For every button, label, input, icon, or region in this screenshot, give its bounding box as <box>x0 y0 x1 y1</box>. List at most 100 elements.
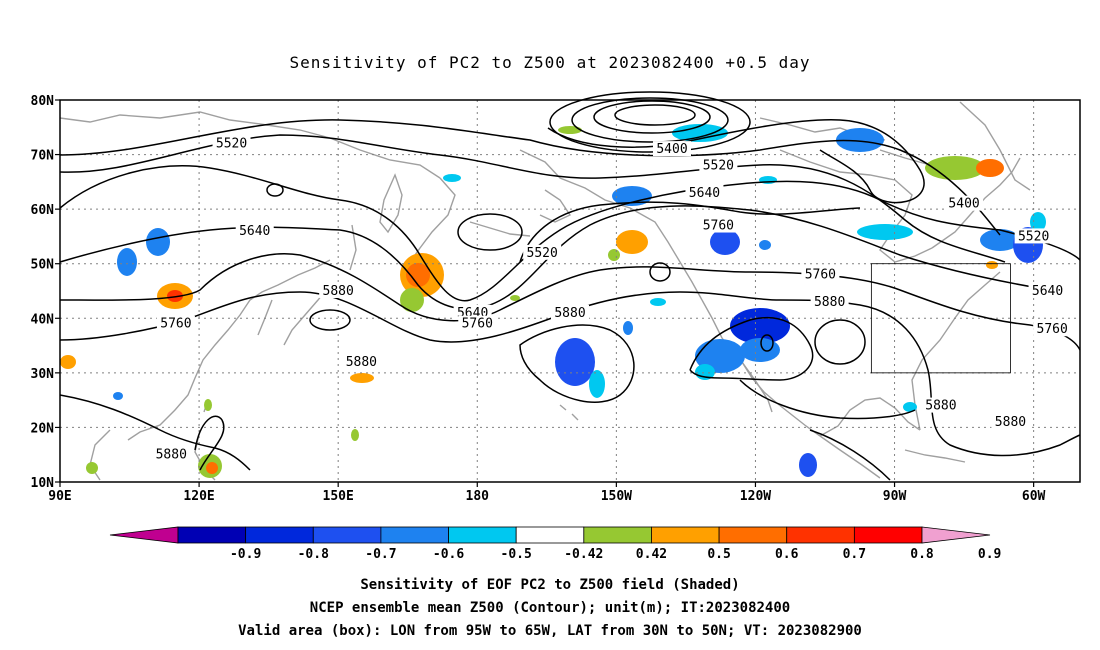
lon-tick-label: 150E <box>323 489 354 504</box>
contour-line <box>549 91 751 153</box>
shade-positive <box>986 261 998 269</box>
shade-positive <box>206 462 218 474</box>
shade-negative <box>903 402 917 412</box>
contour-line <box>739 379 916 420</box>
lat-tick-label: 70N <box>31 149 55 164</box>
contour-line <box>309 309 351 331</box>
colorbar-segment <box>312 526 382 544</box>
contour-label: 5400 <box>656 142 687 157</box>
shade-positive <box>167 290 183 302</box>
contour-labels: 5520 5400 5520 5640 5760 5400 5520 5640 5520 5760… <box>152 135 1072 463</box>
contour-label: 5640 <box>239 224 270 239</box>
shade-negative <box>759 240 771 250</box>
contour-label-bg <box>1033 321 1072 337</box>
map-frame <box>59 99 1081 483</box>
contour-label: 5880 <box>925 399 956 414</box>
contour-label-bg <box>945 195 984 211</box>
shade-negative <box>623 321 633 335</box>
lon-tick-label: 60W <box>1022 489 1046 504</box>
shade-negative <box>650 298 666 306</box>
contour-label: 5520 <box>527 246 558 261</box>
contour-label-bg <box>699 217 738 233</box>
colorbar-label: 0.9 <box>978 547 1001 562</box>
contour-label: 5760 <box>1037 322 1068 337</box>
shade-positive <box>558 126 582 134</box>
shade-negative <box>980 229 1020 251</box>
shade-negative <box>555 338 595 386</box>
contour-label-bg <box>685 184 724 200</box>
contour-line <box>614 104 696 126</box>
shade-negative <box>612 186 652 206</box>
contour-line <box>59 134 1006 263</box>
lat-tick-label: 80N <box>31 94 55 109</box>
contour-label-bg <box>801 266 840 282</box>
shade-positive <box>400 288 424 312</box>
lat-tick-label: 60N <box>31 203 55 218</box>
contour-label: 5880 <box>995 415 1026 430</box>
shade-negative <box>710 229 740 255</box>
map-panel: 5520 5400 5520 5640 5760 5400 5520 5640 5520 5760… <box>31 91 1081 504</box>
contour-line <box>571 97 729 143</box>
colorbar-segment <box>853 526 923 544</box>
contour-line <box>59 394 251 471</box>
shade-positive <box>608 249 620 261</box>
contour-label-bg <box>991 413 1030 429</box>
contour-label: 5880 <box>346 355 377 370</box>
lat-tick-label: 50N <box>31 258 55 273</box>
contour-label-bg <box>342 353 381 369</box>
caption-line-3: Valid area (box): LON from 95W to 65W, L… <box>238 623 862 639</box>
lat-tick-label: 10N <box>31 476 55 491</box>
contour-line <box>59 119 1001 236</box>
shade-positive <box>616 230 648 254</box>
shade-positive <box>510 295 520 301</box>
contour-label-bg <box>523 244 562 260</box>
lat-tick-label: 40N <box>31 312 55 327</box>
shade-negative <box>443 174 461 182</box>
contour-line <box>814 319 866 365</box>
colorbar-segment <box>177 526 247 544</box>
colorbar-segment <box>583 526 652 544</box>
caption: Sensitivity of EOF PC2 to Z500 field (Sh… <box>238 577 862 639</box>
colorbar-label: -0.5 <box>501 547 532 562</box>
shade-positive <box>351 429 359 441</box>
contour-label-bg <box>319 283 358 298</box>
colorbar-label: -0.42 <box>564 547 603 562</box>
colorbar-under-triangle <box>109 526 179 544</box>
lon-tick-label: 120W <box>740 489 771 504</box>
contour-label: 5760 <box>160 317 191 332</box>
shade-negative <box>589 370 605 398</box>
colorbar-label: 0.42 <box>636 547 667 562</box>
contour-label: 5520 <box>703 158 734 173</box>
colorbar-segment <box>718 526 788 544</box>
shade-positive <box>60 355 76 369</box>
shade-positive <box>925 156 985 180</box>
lat-tick-label: 20N <box>31 421 55 436</box>
contour-line <box>760 334 774 352</box>
contour-label: 5520 <box>1018 229 1049 244</box>
colorbar-segment <box>448 526 517 544</box>
contour-line <box>59 253 1081 351</box>
shade-negative <box>740 338 780 362</box>
shade-negative <box>146 228 170 256</box>
colorbar-label: -0.6 <box>433 547 464 562</box>
shade-positive <box>204 399 212 411</box>
contour-label-bg <box>810 293 849 309</box>
contour-label: 5760 <box>703 219 734 234</box>
contour-label-bg <box>152 446 191 462</box>
contour-label: 5880 <box>323 284 354 299</box>
contour-label-bg <box>458 315 497 331</box>
contour-label-bg <box>235 222 274 238</box>
contour-label-bg <box>551 304 589 320</box>
colorbar-label: 0.5 <box>707 547 730 562</box>
colorbar-segment <box>786 526 855 544</box>
contour-label: 5640 <box>689 186 720 201</box>
colorbar-label: -0.7 <box>365 547 396 562</box>
contour-line <box>519 324 635 403</box>
latitude-axis: 80N 70N 60N 50N 40N 30N 20N 10N <box>31 94 60 491</box>
shade-negative <box>730 308 790 344</box>
contour-line <box>649 262 671 282</box>
colorbar-label: -0.9 <box>230 547 261 562</box>
colorbar-label: 0.8 <box>910 547 934 562</box>
colorbar: -0.9 -0.8 -0.7 -0.6 -0.5 -0.42 0.42 0.5 0.6 0.7 0.… <box>109 526 1001 562</box>
